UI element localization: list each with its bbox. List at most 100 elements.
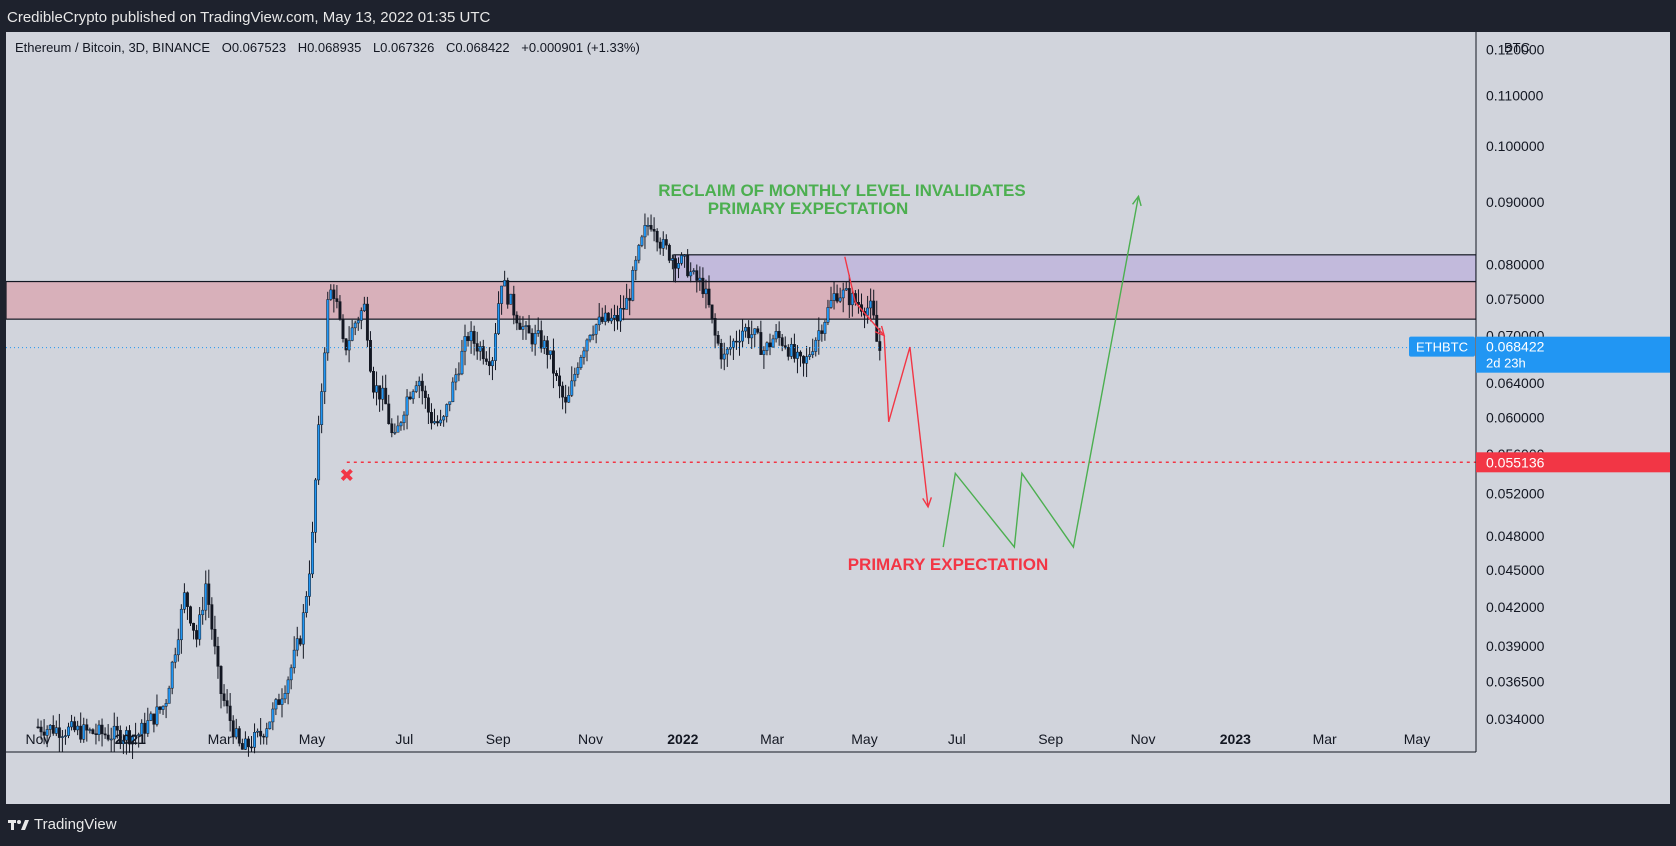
time-tick-label: 2022 (667, 731, 698, 747)
lines-layer (6, 347, 1476, 464)
price-tick-label: 0.080000 (1486, 257, 1545, 273)
candle-body (210, 604, 214, 630)
candle-body (832, 293, 836, 301)
tradingview-logo[interactable]: TradingView (8, 816, 117, 833)
candle-body (509, 293, 513, 305)
candle-body (323, 352, 327, 392)
candle-body (786, 347, 790, 357)
price-chart[interactable]: ✖RECLAIM OF MONTHLY LEVEL INVALIDATESPRI… (6, 32, 1670, 804)
candle-body (704, 288, 708, 295)
candle-body (167, 687, 171, 704)
last-price-badge-text: 0.068422 (1486, 339, 1545, 355)
candle-body (338, 301, 342, 320)
candle-body (750, 334, 754, 339)
candle-body (789, 344, 793, 357)
candle-body (134, 735, 138, 737)
candle-body (414, 385, 418, 392)
candle-body (670, 258, 674, 261)
candle-body (85, 724, 89, 731)
candle-body (631, 269, 635, 301)
candle-body (698, 277, 702, 281)
annotation-reclaim-line1: RECLAIM OF MONTHLY LEVEL INVALIDATES (658, 181, 1025, 200)
candle-body (869, 300, 873, 309)
candle-body (802, 355, 805, 364)
candle-body (265, 728, 269, 738)
time-tick-label: Sep (1038, 731, 1063, 747)
price-tick-label: 0.052000 (1486, 485, 1545, 501)
candle-body (399, 422, 403, 427)
candle-body (393, 431, 397, 434)
candle-body (600, 316, 604, 322)
candle-body (472, 331, 476, 344)
candle-body (606, 312, 610, 322)
candle-body (463, 336, 467, 352)
candle-body (576, 367, 580, 375)
candle-body (661, 239, 665, 249)
candle-body (872, 300, 876, 316)
candle-body (744, 327, 748, 332)
legend-c: 0.068422 (455, 40, 509, 55)
candle-body (125, 730, 128, 741)
candle-body (94, 733, 98, 735)
red-arrow-top (844, 256, 885, 337)
candle-body (280, 698, 284, 705)
legend-o: 0.067523 (232, 40, 286, 55)
candle-body (42, 731, 46, 736)
candle-body (283, 693, 287, 700)
candle-body (304, 596, 308, 613)
candle-body (619, 308, 622, 322)
candle-body (481, 346, 485, 360)
candle-body (369, 340, 372, 372)
candle-body (658, 241, 662, 249)
candle-body (780, 337, 784, 346)
axes-layer: 0.034000 0.036500 0.039000 0.042000 0.045000… (6, 32, 1670, 804)
candle-body (469, 331, 473, 342)
publisher-bar: CredibleCrypto published on TradingView.… (0, 0, 1676, 33)
candle-body (390, 423, 394, 434)
candle-body (765, 342, 769, 351)
price-tick-label: 0.120000 (1486, 41, 1545, 57)
candle-body (195, 630, 199, 640)
candle-body (664, 239, 668, 246)
candle-body (216, 645, 220, 667)
candle-body (161, 705, 165, 710)
price-tick-label: 0.042000 (1486, 599, 1545, 615)
zones-layer (6, 254, 1477, 320)
candle-body (829, 300, 833, 308)
candle-body (45, 729, 49, 736)
chart-area[interactable]: ✖ RECLAIM OF MONTHLY LEVEL INVALIDATES PRI… (6, 32, 1670, 804)
candle-body (396, 425, 400, 433)
candle-body (131, 735, 134, 745)
candle-body (146, 720, 150, 734)
candle-body (759, 332, 763, 355)
time-tick-label: 2021 (115, 731, 146, 747)
candle-body (594, 324, 598, 335)
candle-body (652, 229, 656, 232)
tradingview-brand: TradingView (34, 816, 117, 833)
green-projection-path (942, 196, 1140, 549)
candle-body (792, 344, 796, 359)
candle-body (103, 733, 107, 736)
level-badge-text: 0.055136 (1486, 454, 1545, 470)
candle-body (603, 312, 607, 322)
candle-body (430, 412, 433, 424)
candle-body (365, 303, 369, 341)
candle-body (225, 700, 229, 707)
candle-body (329, 289, 333, 300)
candle-body (774, 331, 778, 340)
candle-body (405, 396, 409, 416)
candle-body (112, 725, 116, 740)
candle-body (289, 667, 293, 681)
candle-body (298, 638, 302, 645)
candle-body (814, 339, 818, 352)
candle-body (326, 299, 330, 354)
candle-body (402, 414, 406, 424)
candle-body (201, 609, 205, 616)
candle-body (555, 373, 558, 377)
red-projection-path (883, 335, 929, 507)
annotation-reclaim-line2: PRIMARY EXPECTATION (708, 199, 909, 218)
candle-body (240, 743, 244, 750)
candle-body (741, 330, 744, 342)
candle-body (170, 661, 174, 689)
price-axis-bg (1476, 32, 1670, 804)
